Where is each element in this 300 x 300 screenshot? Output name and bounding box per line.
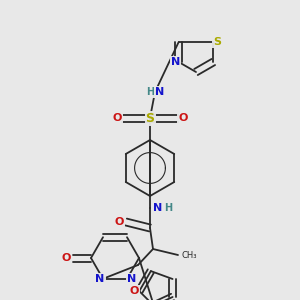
Text: S: S — [213, 37, 221, 47]
Text: S: S — [146, 112, 154, 124]
Text: O: O — [112, 113, 122, 123]
Text: O: O — [114, 217, 124, 227]
Text: N: N — [153, 203, 163, 213]
Text: N: N — [171, 57, 180, 67]
Text: N: N — [95, 274, 105, 284]
Text: N: N — [128, 274, 136, 284]
Text: H: H — [164, 203, 172, 213]
Text: N: N — [155, 87, 165, 97]
Text: H: H — [146, 87, 154, 97]
Text: O: O — [130, 286, 139, 296]
Text: O: O — [61, 253, 71, 263]
Text: CH₃: CH₃ — [182, 250, 197, 260]
Text: O: O — [178, 113, 188, 123]
